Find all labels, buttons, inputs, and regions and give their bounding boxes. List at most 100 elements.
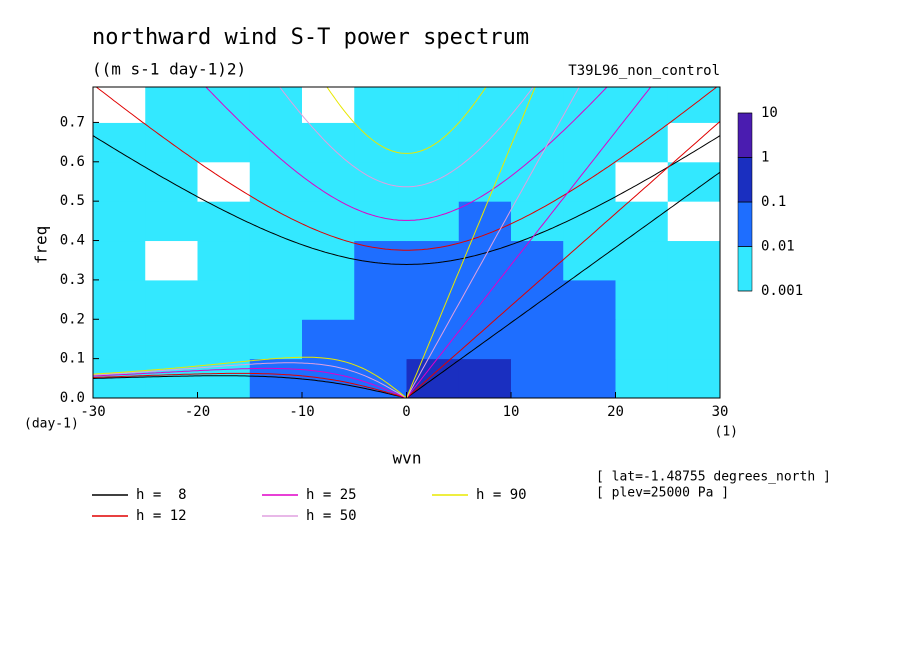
spectrum-cell [458, 358, 512, 398]
colorbar-swatch [737, 201, 753, 247]
dispersion-curve [93, 135, 720, 266]
spectrum-cell [667, 319, 720, 360]
spectrum-cell [302, 122, 355, 163]
colorbar-label: 0.01 [761, 239, 795, 255]
legend-label: h = 12 [136, 508, 187, 524]
y-tick-label: 0.3 [60, 272, 85, 288]
y-tick-label: 0.5 [60, 193, 85, 209]
dispersion-curve [406, 171, 720, 398]
contour-field [93, 87, 720, 398]
spectrum-cell [615, 87, 669, 123]
spectrum-cell [145, 279, 198, 320]
spectrum-cell [197, 279, 251, 320]
spectrum-cell [93, 122, 146, 163]
spectrum-cell [93, 279, 146, 320]
dispersion-curve [93, 362, 407, 398]
spectrum-cell [511, 161, 564, 202]
spectrum-cell [667, 87, 720, 123]
spectrum-cell [615, 279, 669, 320]
spectrum-cell [93, 240, 146, 281]
spectrum-cell [563, 358, 616, 398]
spectrum-cell [354, 279, 407, 320]
spectrum-cell [563, 122, 616, 163]
spectrum-cell [197, 122, 251, 163]
legend-label: h = 90 [476, 487, 527, 503]
y-tick-label: 0.2 [60, 311, 85, 327]
colorbar-label: 0.1 [761, 194, 786, 210]
spectrum-cell [406, 201, 460, 242]
spectrum-cell [249, 122, 303, 163]
dispersion-curves [93, 87, 720, 398]
spectrum-cell [667, 358, 720, 398]
spectrum-cell [511, 240, 564, 281]
spectrum-cell [302, 358, 355, 398]
spectrum-cell [563, 319, 616, 360]
spectrum-cell [145, 161, 198, 202]
spectrum-cell [302, 87, 355, 123]
dispersion-curve [93, 375, 407, 398]
x-tick-label: -30 [80, 404, 105, 420]
x-tick-label: 0 [402, 404, 410, 420]
dispersion-curve [279, 87, 534, 188]
spectrum-cell [197, 161, 251, 202]
subtitle: ((m s-1 day-1)2) [92, 60, 246, 79]
spectrum-cell [458, 279, 512, 320]
spectrum-cell [563, 279, 616, 320]
y-tick-label: 0.7 [60, 114, 85, 130]
spectrum-cell [563, 201, 616, 242]
spectrum-cell [615, 240, 669, 281]
spectrum-cell [406, 279, 460, 320]
dispersion-curve [93, 372, 407, 398]
x-tick-label: 10 [503, 404, 520, 420]
spectrum-cell [302, 279, 355, 320]
colorbar-swatch [737, 246, 753, 292]
x-tick-label: -20 [185, 404, 210, 420]
spectrum-cell [93, 201, 146, 242]
spectrum-cell [249, 87, 303, 123]
annotation: [ lat=-1.48755 degrees_north ] [596, 470, 831, 485]
spectrum-cell [667, 279, 720, 320]
spectrum-cell [458, 319, 512, 360]
spectrum-cell [406, 319, 460, 360]
y-tick-label: 0.1 [60, 351, 85, 367]
spectrum-cell [249, 279, 303, 320]
colorbar-label: 1 [761, 150, 769, 166]
x-axis-label: wvn [393, 449, 422, 468]
legend-label: h = 8 [136, 487, 187, 503]
dispersion-curve [95, 87, 718, 251]
y-tick-label: 0.4 [60, 233, 85, 249]
colorbar-swatch [737, 157, 753, 203]
spectrum-cell [302, 319, 355, 360]
spectrum-cell [615, 319, 669, 360]
dispersion-curve [406, 121, 720, 398]
dispersion-curve [406, 87, 580, 398]
dispersion-curve [406, 87, 652, 398]
spectrum-cell [145, 201, 198, 242]
annotation: [ plev=25000 Pa ] [596, 486, 729, 501]
dispersion-curve [205, 87, 608, 221]
dispersion-curve [406, 87, 536, 398]
spectrum-cell [93, 161, 146, 202]
spectrum-cell [615, 358, 669, 398]
dispersion-curve [93, 356, 407, 398]
y-axis-label: freq [32, 226, 51, 265]
spectrum-cell [563, 87, 616, 123]
y-unit: (day-1) [24, 417, 79, 432]
legend-label: h = 50 [306, 508, 357, 524]
spectrum-cell [511, 358, 564, 398]
spectrum-cell [302, 240, 355, 281]
spectrum-cell [354, 201, 407, 242]
run-label: T39L96_non_control [568, 63, 720, 79]
dispersion-curve [93, 367, 407, 398]
dispersion-curve [326, 87, 487, 154]
spectrum-cell [197, 319, 251, 360]
chart-title: northward wind S-T power spectrum [92, 25, 529, 50]
spectrum-cell [145, 240, 198, 281]
spectrum-cell [563, 161, 616, 202]
x-unit: (1) [715, 425, 738, 440]
spectrum-cell [458, 122, 512, 163]
spectrum-cell [145, 87, 198, 123]
spectrum-cell [354, 122, 407, 163]
spectrum-cell [511, 279, 564, 320]
spectrum-cell [197, 201, 251, 242]
